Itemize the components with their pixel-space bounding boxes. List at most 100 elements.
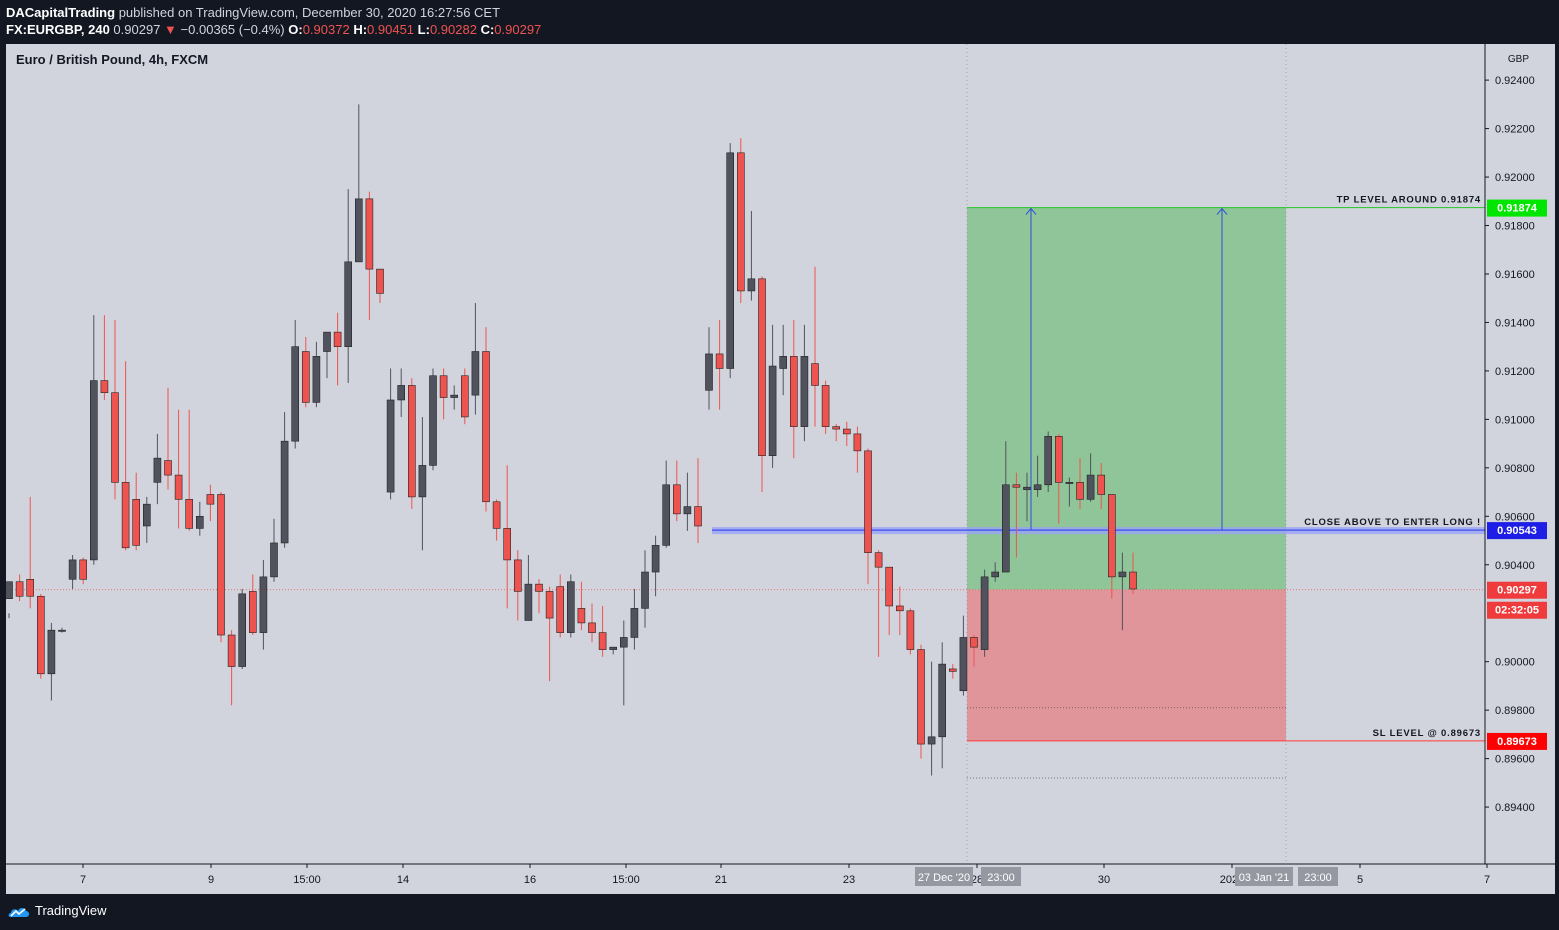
profit-zone[interactable]	[967, 207, 1286, 590]
candle[interactable]	[853, 426, 862, 473]
entry-price-badge[interactable]: 0.90543	[1487, 522, 1547, 540]
candle[interactable]	[439, 368, 448, 420]
candle[interactable]	[386, 368, 395, 500]
candle[interactable]	[143, 496, 151, 543]
candle[interactable]	[1129, 552, 1137, 594]
candle[interactable]	[832, 424, 841, 442]
candle[interactable]	[121, 361, 130, 551]
candle[interactable]	[1044, 431, 1052, 493]
candle[interactable]	[715, 320, 724, 410]
candle[interactable]	[270, 518, 278, 582]
candle[interactable]	[662, 460, 671, 548]
candle[interactable]	[185, 409, 193, 531]
candle[interactable]	[301, 336, 310, 408]
candle[interactable]	[174, 409, 183, 529]
candle[interactable]	[789, 320, 798, 459]
loss-zone[interactable]	[967, 589, 1286, 741]
candle[interactable]	[376, 268, 384, 304]
candle[interactable]	[280, 412, 289, 548]
candle[interactable]	[354, 104, 363, 263]
sl-price-badge[interactable]: 0.89673	[1487, 732, 1547, 750]
candle[interactable]	[927, 661, 936, 776]
candle[interactable]	[323, 331, 331, 379]
candle[interactable]	[1118, 552, 1127, 631]
candle[interactable]	[100, 315, 109, 400]
candle[interactable]	[768, 324, 777, 468]
candle[interactable]	[980, 569, 989, 657]
candle[interactable]	[705, 327, 713, 410]
candle[interactable]	[291, 320, 300, 449]
candle[interactable]	[948, 664, 957, 679]
candle[interactable]	[779, 324, 788, 396]
candle[interactable]	[397, 368, 406, 417]
candle[interactable]	[524, 555, 533, 621]
candle[interactable]	[811, 266, 819, 427]
candle[interactable]	[450, 385, 459, 410]
candle[interactable]	[1012, 472, 1021, 558]
candle[interactable]	[503, 465, 512, 609]
tp-price-badge[interactable]: 0.91874	[1487, 199, 1547, 217]
candle[interactable]	[747, 210, 756, 301]
candle[interactable]	[492, 499, 501, 541]
candle[interactable]	[217, 492, 225, 643]
price-chart[interactable]: Euro / British Pound, 4h, FXCM TP LEVEL …	[5, 44, 1555, 894]
candle[interactable]	[598, 605, 607, 657]
candle[interactable]	[609, 646, 618, 655]
publisher-name[interactable]: DACapitalTrading	[6, 5, 116, 20]
candle[interactable]	[577, 581, 586, 631]
chart-area[interactable]: Euro / British Pound, 4h, FXCM TP LEVEL …	[5, 44, 1555, 894]
candle[interactable]	[132, 472, 140, 551]
last-price-badge[interactable]: 0.90297	[1487, 581, 1547, 599]
candle[interactable]	[15, 574, 24, 602]
candle[interactable]	[556, 574, 565, 638]
candle[interactable]	[407, 378, 416, 510]
candle[interactable]	[513, 550, 522, 621]
candle[interactable]	[111, 320, 119, 500]
candle[interactable]	[535, 579, 543, 614]
candle[interactable]	[970, 635, 978, 667]
candle[interactable]	[991, 562, 1000, 582]
candle[interactable]	[482, 327, 490, 512]
candle[interactable]	[938, 642, 947, 769]
candle[interactable]	[460, 368, 469, 425]
candle[interactable]	[259, 559, 268, 650]
target-arrow[interactable]	[1216, 207, 1228, 531]
candle[interactable]	[1086, 453, 1095, 502]
candle[interactable]	[885, 566, 894, 636]
time-axis[interactable]	[6, 864, 1555, 894]
candle[interactable]	[312, 341, 321, 408]
candle[interactable]	[736, 138, 745, 304]
candle[interactable]	[726, 143, 735, 379]
tradingview-logo[interactable]: TradingView	[8, 903, 107, 918]
candle[interactable]	[758, 276, 766, 493]
candle[interactable]	[68, 555, 77, 589]
candle[interactable]	[1001, 441, 1010, 573]
candle[interactable]	[545, 586, 554, 682]
candle[interactable]	[238, 588, 246, 669]
candle[interactable]	[1055, 433, 1063, 524]
candle[interactable]	[906, 608, 915, 655]
candle[interactable]	[588, 603, 596, 643]
countdown-badge[interactable]: 02:32:05	[1487, 601, 1547, 619]
candle[interactable]	[418, 416, 427, 551]
candle[interactable]	[196, 501, 204, 536]
candle[interactable]	[1108, 494, 1116, 599]
candle[interactable]	[47, 622, 56, 701]
price-axis[interactable]	[1485, 44, 1555, 894]
candle[interactable]	[694, 458, 702, 543]
candle[interactable]	[26, 496, 35, 609]
candle[interactable]	[683, 472, 692, 531]
candle[interactable]	[5, 581, 13, 619]
candle[interactable]	[333, 312, 342, 386]
candle[interactable]	[842, 421, 851, 447]
candle[interactable]	[1097, 462, 1105, 510]
candle[interactable]	[864, 448, 872, 585]
candle[interactable]	[800, 324, 809, 442]
candle[interactable]	[153, 433, 162, 505]
target-arrow[interactable]	[1025, 207, 1037, 531]
candle[interactable]	[227, 630, 236, 706]
candle[interactable]	[344, 189, 353, 384]
candle[interactable]	[1065, 477, 1074, 507]
candle[interactable]	[959, 615, 968, 696]
candle[interactable]	[672, 460, 681, 522]
